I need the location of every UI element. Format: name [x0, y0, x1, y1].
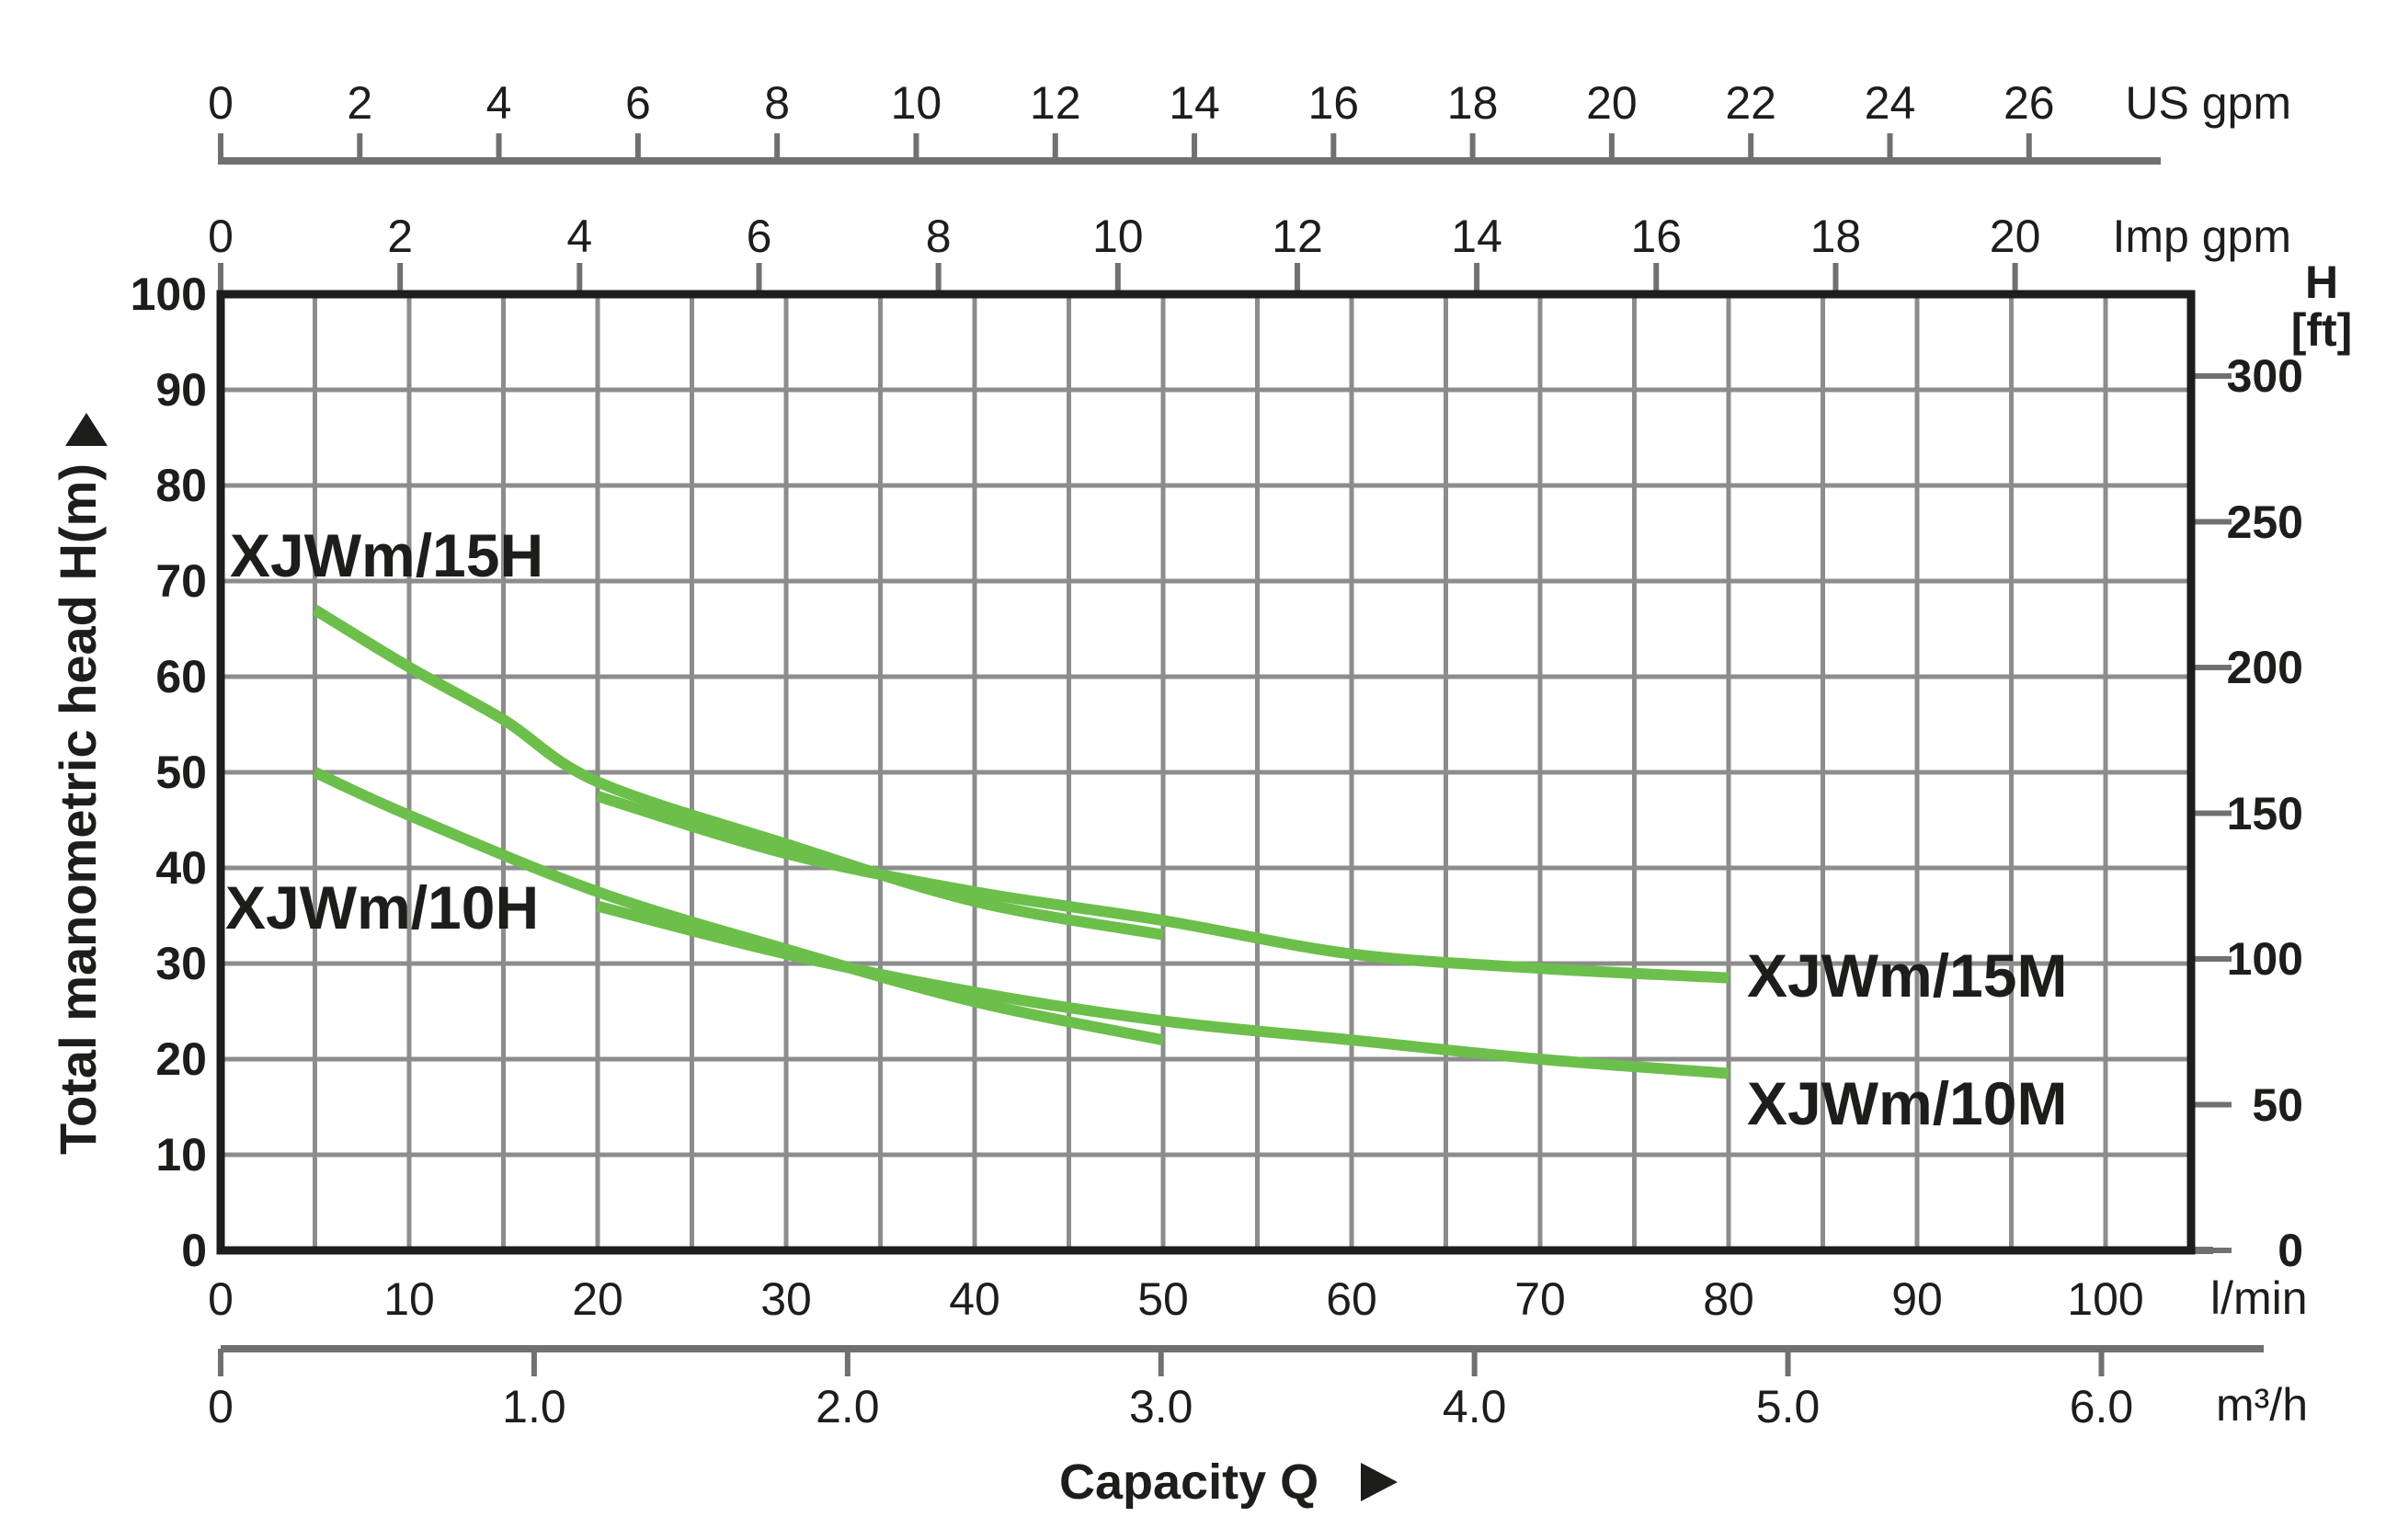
m3h-tick-label: 3.0 [1128, 1381, 1193, 1432]
us-gpm-tick-label: 18 [1446, 77, 1499, 129]
head-m-tick-label: 10 [155, 1129, 207, 1181]
lmin-tick-label: 10 [383, 1273, 435, 1325]
ft-axis-unit-label: H [ft] [2248, 258, 2386, 354]
us-gpm-tick-label: 24 [1864, 77, 1916, 129]
imp-gpm-tick-label: 12 [1272, 211, 1323, 262]
imp-gpm-tick-label: 2 [387, 211, 414, 262]
imp-gpm-tick-label: 14 [1451, 211, 1502, 262]
us-gpm-tick-label: 4 [485, 77, 512, 129]
head-m-tick-label: 70 [155, 555, 207, 607]
lmin-tick-label: 80 [1703, 1273, 1754, 1325]
lmin-axis-unit-label: l/min [2210, 1272, 2308, 1324]
curve-xjwm-15m [596, 791, 1730, 984]
head-m-tick-label: 60 [155, 651, 207, 702]
curve-xjwm-10h [313, 767, 1165, 1046]
imp-gpm-axis-unit-label: Imp gpm [2112, 211, 2291, 262]
x-axis-title: Capacity Q [1059, 1454, 1319, 1510]
imp-gpm-tick-label: 4 [566, 211, 593, 262]
curve-label-xjwm-15m: XJWm/15M [1747, 941, 2068, 1010]
lmin-tick-label: 30 [760, 1273, 812, 1325]
lmin-tick-label: 60 [1326, 1273, 1377, 1325]
head-ft-tick-label: 200 [2226, 642, 2303, 694]
head-ft-tick-label: 50 [2252, 1078, 2303, 1131]
lmin-tick-label: 40 [949, 1273, 1000, 1325]
curve-xjwm-15h [312, 605, 1165, 941]
us-gpm-tick-label: 20 [1586, 77, 1638, 129]
us-gpm-tick-label: 16 [1307, 77, 1360, 129]
head-m-tick-label: 40 [155, 842, 207, 894]
head-m-tick-label: 100 [130, 268, 207, 320]
lmin-tick-label: 90 [1891, 1273, 1943, 1325]
head-m-tick-label: 80 [155, 460, 207, 511]
imp-gpm-tick-label: 18 [1809, 211, 1862, 262]
us-gpm-axis-unit-label: US gpm [2125, 77, 2291, 129]
lmin-tick-label: 20 [572, 1273, 623, 1325]
head-ft-tick-label: 250 [2226, 496, 2303, 548]
lmin-tick-label: 70 [1514, 1273, 1566, 1325]
y-axis-arrow-up-icon [65, 413, 108, 446]
us-gpm-tick-label: 10 [890, 77, 942, 129]
us-gpm-tick-label: 0 [208, 77, 234, 129]
imp-gpm-tick-label: 10 [1091, 211, 1144, 262]
us-gpm-tick-label: 14 [1169, 77, 1220, 129]
x-axis-arrow-right-icon [1361, 1463, 1398, 1501]
ft-axis-unit-line2: [ft] [2290, 304, 2353, 356]
head-m-tick-label: 50 [155, 747, 207, 798]
head-ft-tick-label: 300 [2226, 350, 2303, 403]
imp-gpm-tick-label: 16 [1630, 211, 1683, 262]
head-ft-tick-label: 100 [2226, 933, 2303, 985]
x-axis-title-group: Capacity Q [1059, 1457, 1398, 1507]
curve-label-xjwm-15h: XJWm/15H [230, 521, 544, 589]
us-gpm-tick-label: 22 [1725, 77, 1776, 129]
imp-gpm-tick-label: 20 [1989, 211, 2041, 262]
lmin-tick-label: 50 [1137, 1273, 1189, 1325]
head-m-tick-label: 90 [155, 364, 207, 416]
curve-label-xjwm-10h: XJWm/10H [225, 873, 540, 941]
us-gpm-tick-label: 8 [764, 77, 791, 129]
imp-gpm-tick-label: 0 [208, 211, 234, 262]
m3h-axis-unit-label: m³/h [2216, 1379, 2308, 1431]
m3h-tick-label: 1.0 [502, 1381, 566, 1432]
m3h-tick-label: 6.0 [2069, 1381, 2134, 1432]
us-gpm-tick-label: 12 [1029, 77, 1081, 129]
m3h-tick-label: 0 [208, 1381, 234, 1432]
head-m-tick-label: 0 [181, 1225, 207, 1276]
y-axis-title: Total manometric head H(m) [49, 463, 107, 1155]
imp-gpm-tick-label: 6 [746, 211, 772, 262]
m3h-tick-label: 4.0 [1442, 1381, 1507, 1432]
lmin-tick-label: 100 [2067, 1273, 2144, 1325]
ft-axis-unit-line1: H [2304, 257, 2339, 308]
head-m-tick-label: 20 [155, 1033, 207, 1085]
us-gpm-tick-label: 26 [2003, 77, 2055, 129]
us-gpm-tick-label: 2 [347, 77, 373, 129]
head-ft-tick-label: 150 [2226, 787, 2303, 839]
us-gpm-tick-label: 6 [624, 77, 651, 129]
lmin-tick-label: 0 [208, 1273, 234, 1325]
imp-gpm-tick-label: 8 [925, 211, 952, 262]
head-ft-tick-label: 0 [2278, 1225, 2303, 1276]
curve-xjwm-10m [596, 900, 1730, 1079]
head-m-tick-label: 30 [155, 938, 207, 989]
m3h-tick-label: 5.0 [1755, 1381, 1821, 1432]
curve-label-xjwm-10m: XJWm/10M [1747, 1069, 2068, 1137]
m3h-tick-label: 2.0 [816, 1381, 880, 1432]
